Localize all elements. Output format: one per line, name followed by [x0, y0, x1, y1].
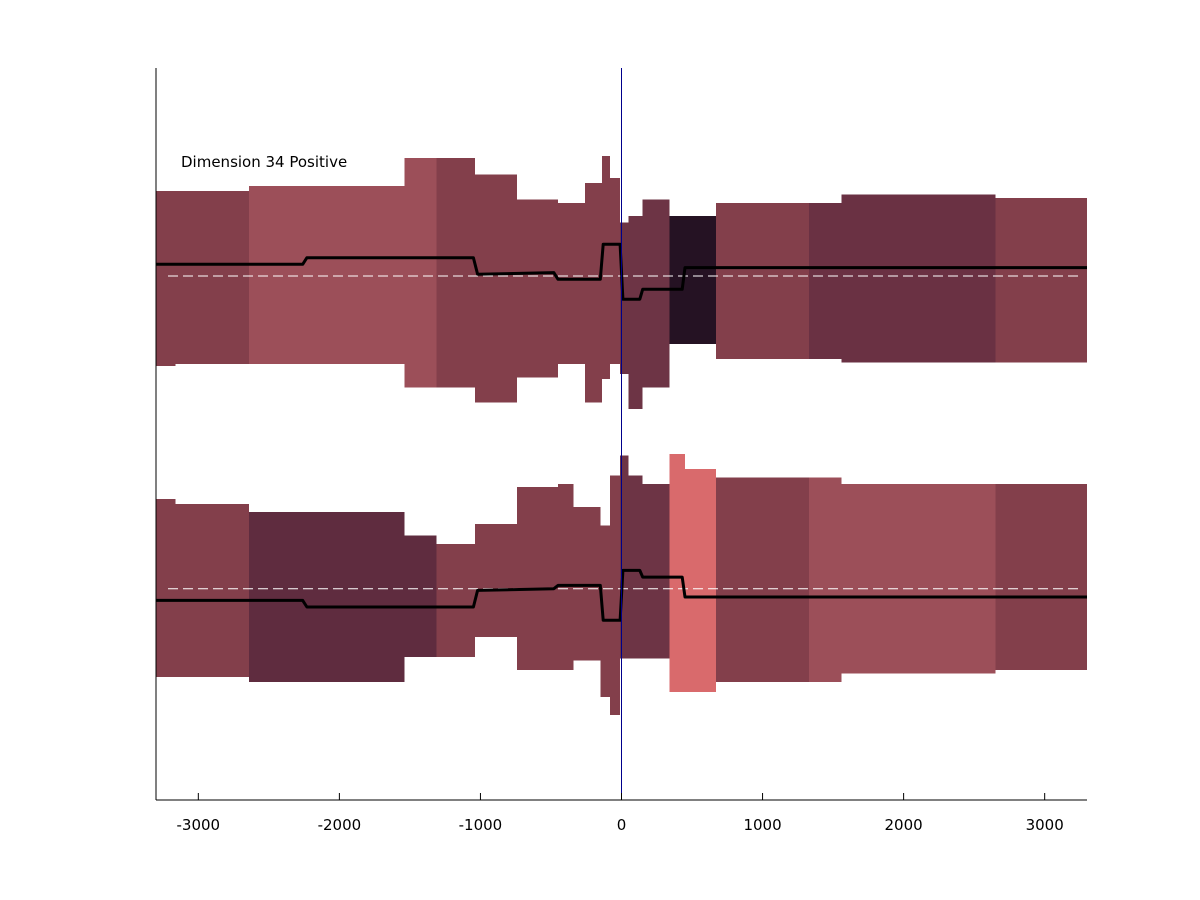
band-segment — [436, 543, 475, 657]
band-segment — [841, 483, 941, 674]
x-tick-label: 3000 — [1026, 816, 1064, 834]
x-tick-label: 2000 — [885, 816, 923, 834]
band-segment — [940, 483, 996, 674]
band-segment — [517, 199, 559, 378]
band-segment — [558, 202, 585, 365]
band-segment — [642, 199, 670, 388]
band-segment — [558, 483, 574, 671]
x-tick-label: -1000 — [459, 816, 503, 834]
band-segment — [642, 483, 670, 659]
band-segment — [809, 202, 842, 360]
band-segment — [620, 455, 629, 659]
mean-lines — [156, 242, 1087, 622]
band-segment — [669, 216, 717, 345]
zero-reference-lines — [168, 275, 1082, 590]
band-segment — [716, 477, 810, 682]
band-segment — [628, 475, 643, 659]
x-tick-label: 1000 — [743, 816, 781, 834]
band-segment — [474, 523, 518, 637]
band-segment — [601, 156, 611, 380]
band-segment — [436, 157, 475, 388]
band-segment — [684, 468, 717, 692]
confidence-bands — [156, 156, 1087, 716]
band-segment — [600, 525, 611, 697]
band-segment — [995, 197, 1087, 363]
band-segment — [249, 186, 405, 365]
band-segment — [841, 194, 941, 363]
band-segment — [628, 216, 643, 410]
band-segment — [156, 498, 176, 677]
x-tick-label: -3000 — [177, 816, 221, 834]
mean-line — [156, 242, 1087, 301]
band-segment — [610, 475, 621, 716]
band-segment — [584, 182, 602, 403]
x-tick-label: 0 — [617, 816, 627, 834]
x-tick-label: -2000 — [318, 816, 362, 834]
mean-line — [156, 568, 1087, 622]
chart-annotation: Dimension 34 Positive — [181, 153, 347, 171]
band-segment — [716, 202, 810, 360]
band-segment — [156, 191, 176, 366]
band-segment — [404, 157, 437, 388]
band-segment — [249, 512, 405, 682]
band-segment — [517, 487, 559, 671]
x-ticks: -3000 -2000 -1000 0 1000 2000 3000 — [177, 793, 1064, 834]
band-segment — [474, 174, 518, 403]
band-segment — [809, 477, 842, 682]
band-segment — [940, 194, 996, 363]
band-segment — [175, 191, 250, 365]
band-segment — [995, 483, 1087, 671]
band-segment — [669, 453, 685, 692]
band-segment — [610, 177, 621, 365]
band-segment — [573, 507, 601, 661]
band-segment — [404, 535, 437, 657]
band-segment — [175, 503, 250, 677]
